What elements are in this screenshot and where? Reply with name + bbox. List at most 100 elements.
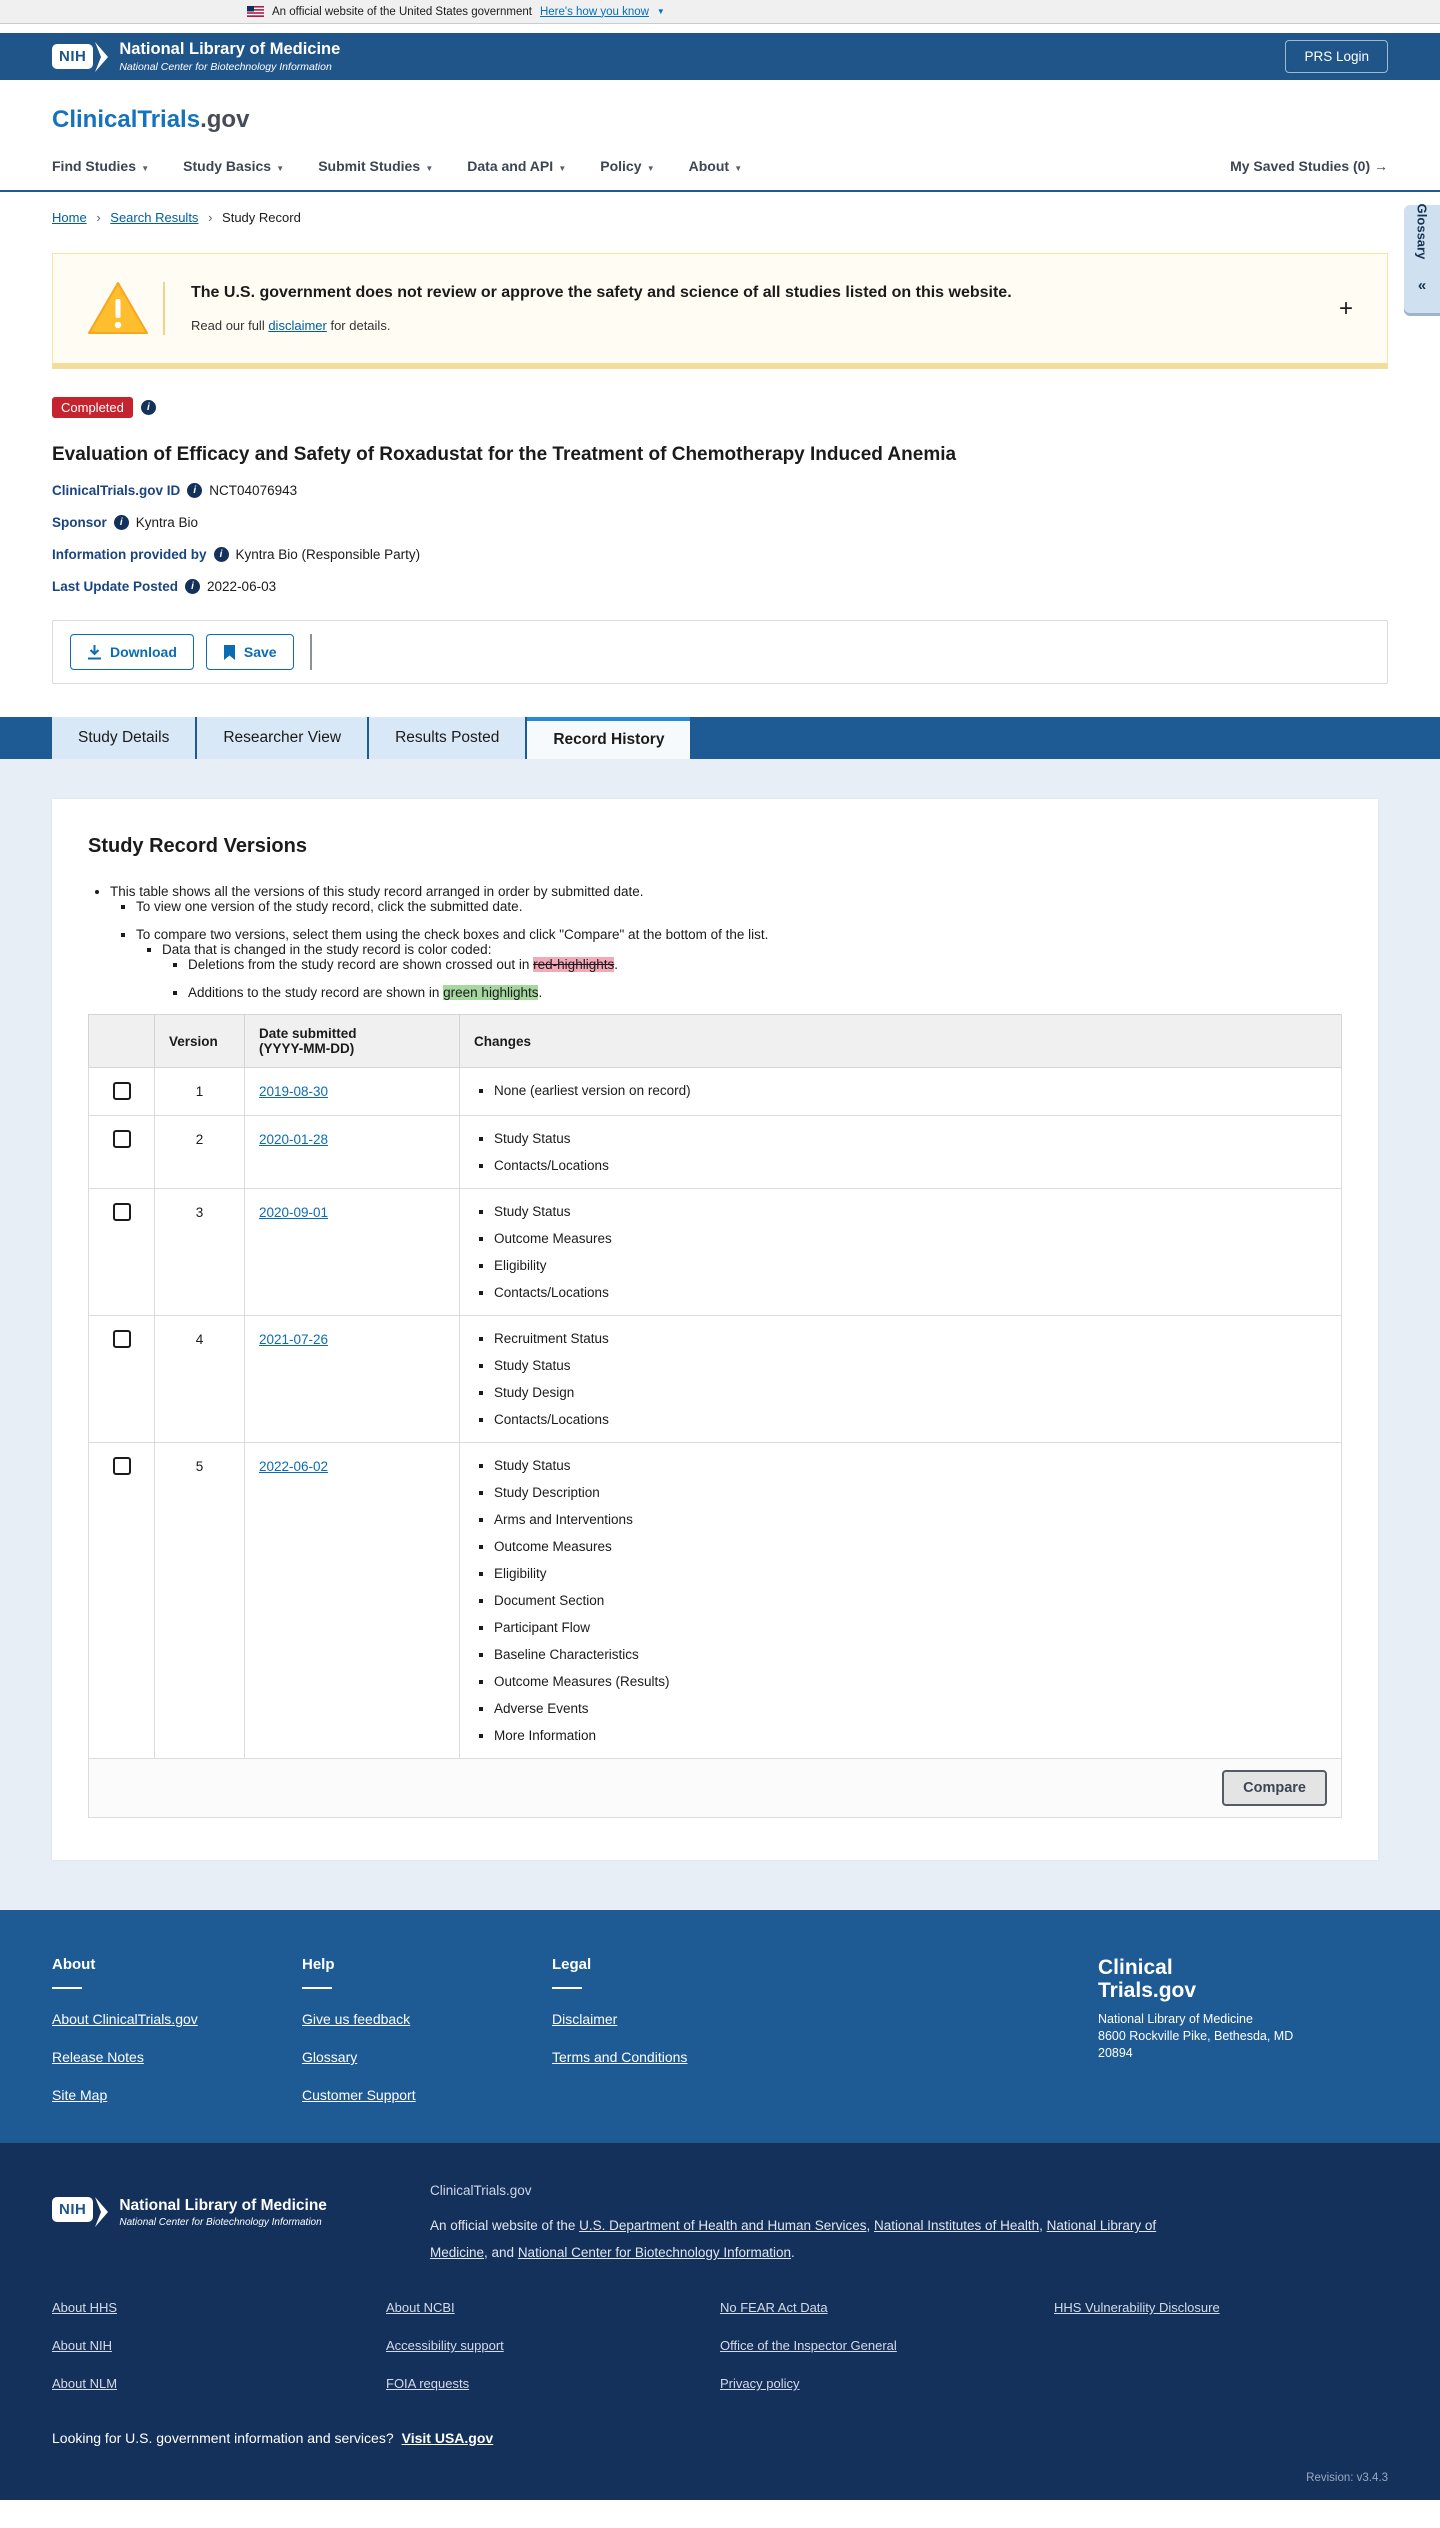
gov-banner-text: An official website of the United States… [272, 5, 532, 18]
footer-link[interactable]: Release Notes [52, 2049, 144, 2065]
checkbox-cell [88, 1315, 155, 1443]
subfooter-link[interactable]: About HHS [52, 2300, 118, 2315]
nav-policy[interactable]: Policy ▼ [600, 158, 655, 174]
warning-body: Read our full disclaimer for details. [191, 318, 391, 333]
nlm-subtitle: National Center for Biotechnology Inform… [119, 61, 332, 73]
info-icon[interactable]: i [213, 547, 229, 562]
version-number-cell: 4 [154, 1315, 245, 1443]
version-checkbox[interactable] [112, 1082, 131, 1100]
breadcrumb-search-results-link[interactable]: Search Results [110, 210, 199, 225]
version-row: 1 2019-08-30 None (earliest version on rec… [88, 1067, 1342, 1116]
subfooter-link[interactable]: HHS Vulnerability Disclosure [1054, 2300, 1220, 2315]
change-item: Study Status [494, 1352, 1327, 1379]
nav-submit-studies[interactable]: Submit Studies ▼ [318, 158, 434, 174]
versions-intro: This table shows all the versions of thi… [88, 884, 1342, 1000]
disclaimer-link[interactable]: disclaimer [268, 318, 327, 333]
footer-link[interactable]: Disclaimer [552, 2011, 618, 2027]
changes-cell: Recruitment StatusStudy StatusStudy Desi… [459, 1315, 1342, 1443]
changes-list: Recruitment StatusStudy StatusStudy Desi… [474, 1325, 1327, 1433]
chevron-down-icon: ▼ [139, 164, 150, 173]
footer-clinicaltrials-logo: Clinical Trials.gov [1098, 1956, 1197, 2003]
version-checkbox[interactable] [112, 1130, 131, 1148]
compare-button[interactable]: Compare [1222, 1770, 1327, 1806]
subfooter-link[interactable]: About NCBI [386, 2300, 455, 2315]
tab-record-history[interactable]: Record History [527, 717, 691, 759]
expand-plus-icon[interactable]: + [1338, 294, 1353, 322]
subfooter-link[interactable]: FOIA requests [386, 2376, 470, 2391]
brand-tld: .gov [200, 106, 250, 133]
footer-link[interactable]: Terms and Conditions [552, 2049, 688, 2065]
change-item: Outcome Measures [494, 1533, 1327, 1560]
hhs-link[interactable]: U.S. Department of Health and Human Serv… [579, 2218, 867, 2233]
chevron-down-icon: ▼ [274, 164, 285, 173]
breadcrumb: Home › Search Results › Study Record [0, 192, 1440, 243]
change-item: Participant Flow [494, 1614, 1327, 1641]
section-heading: Study Record Versions [88, 835, 307, 857]
subfooter-link[interactable]: Office of the Inspector General [720, 2338, 897, 2353]
gov-banner: An official website of the United States… [0, 0, 1440, 24]
version-number-cell: 3 [154, 1188, 245, 1316]
tab-results-posted[interactable]: Results Posted [369, 717, 528, 759]
breadcrumb-home-link[interactable]: Home [52, 210, 87, 225]
revision-label: Revision: v3.4.3 [1306, 2472, 1388, 2484]
tab-researcher-view[interactable]: Researcher View [197, 717, 370, 759]
nav-about[interactable]: About ▼ [688, 158, 743, 174]
download-button[interactable]: Download [70, 634, 194, 670]
date-submitted-link[interactable]: 2019-08-30 [259, 1084, 329, 1099]
subfooter-link[interactable]: Privacy policy [720, 2376, 800, 2391]
red-highlight-sample: red-highlights [533, 957, 615, 972]
date-submitted-link[interactable]: 2022-06-02 [259, 1459, 329, 1474]
brand-name: ClinicalTrials [52, 106, 201, 133]
nav-study-basics[interactable]: Study Basics ▼ [183, 158, 285, 174]
nav-find-studies[interactable]: Find Studies ▼ [52, 158, 150, 174]
tab-study-details[interactable]: Study Details [52, 717, 198, 759]
subfooter-link[interactable]: Accessibility support [386, 2338, 504, 2353]
versions-table-body: 1 2019-08-30 None (earliest version on rec… [88, 1067, 1342, 1759]
date-submitted-link[interactable]: 2020-01-28 [259, 1132, 329, 1147]
footer-link[interactable]: About ClinicalTrials.gov [52, 2011, 198, 2027]
footer-column: Legal Disclaimer Terms and Conditions [552, 1956, 802, 2103]
footer-link[interactable]: Glossary [302, 2049, 358, 2065]
changes-column-header: Changes [459, 1014, 1342, 1068]
subfooter-link[interactable]: About NLM [52, 2376, 118, 2391]
date-submitted-link[interactable]: 2020-09-01 [259, 1205, 329, 1220]
checkbox-cell [88, 1067, 155, 1116]
subfooter-link[interactable]: About NIH [52, 2338, 112, 2353]
warning-title: The U.S. government does not review or a… [191, 284, 1012, 301]
subfooter-column: About NCBI Accessibility support FOIA requ… [386, 2300, 720, 2414]
nih-link[interactable]: National Institutes of Health [874, 2218, 1040, 2233]
breadcrumb-separator: › [208, 210, 213, 225]
version-checkbox[interactable] [112, 1330, 131, 1348]
footer-link[interactable]: Customer Support [302, 2087, 416, 2103]
info-icon[interactable]: i [113, 515, 129, 530]
nih-logo: NIH [52, 41, 109, 72]
info-icon[interactable]: i [187, 483, 203, 498]
date-submitted-link[interactable]: 2021-07-26 [259, 1332, 329, 1347]
chevron-down-icon: ▼ [732, 164, 743, 173]
nav-data-and-api[interactable]: Data and API ▼ [467, 158, 567, 174]
footer-link[interactable]: Site Map [52, 2087, 108, 2103]
visit-usa-gov-link[interactable]: Visit USA.gov [401, 2430, 494, 2446]
prs-login-button[interactable]: PRS Login [1285, 40, 1388, 73]
my-saved-studies-link[interactable]: My Saved Studies (0) → [1230, 158, 1388, 174]
info-icon[interactable]: i [140, 400, 156, 415]
subfooter-link[interactable]: No FEAR Act Data [720, 2300, 828, 2315]
version-number-cell: 5 [154, 1442, 245, 1759]
chevron-down-icon: ▼ [556, 164, 567, 173]
record-tab-bar: Study Details Researcher View Results Po… [0, 717, 1440, 759]
save-button[interactable]: Save [205, 634, 294, 670]
glossary-side-tab[interactable]: Glossary « [1404, 204, 1440, 313]
changes-cell: Study StatusOutcome MeasuresEligibilityC… [459, 1188, 1342, 1316]
version-checkbox[interactable] [112, 1203, 131, 1221]
footer-link[interactable]: Give us feedback [302, 2011, 411, 2027]
footer-official-block: ClinicalTrials.gov An official website o… [430, 2183, 1190, 2266]
meta-label: ClinicalTrials.gov ID [52, 483, 181, 498]
version-checkbox[interactable] [112, 1457, 131, 1475]
how-you-know-link[interactable]: Here's how you know [539, 5, 649, 18]
footer-heading-underline [302, 1987, 332, 1989]
ncbi-link[interactable]: National Center for Biotechnology Inform… [517, 2245, 791, 2260]
bookmark-icon [223, 644, 235, 660]
intro-item: To compare two versions, select them usi… [136, 927, 1342, 1000]
info-icon[interactable]: i [185, 579, 201, 594]
nlm-link[interactable]: National Library of Medicine [430, 2218, 1157, 2260]
